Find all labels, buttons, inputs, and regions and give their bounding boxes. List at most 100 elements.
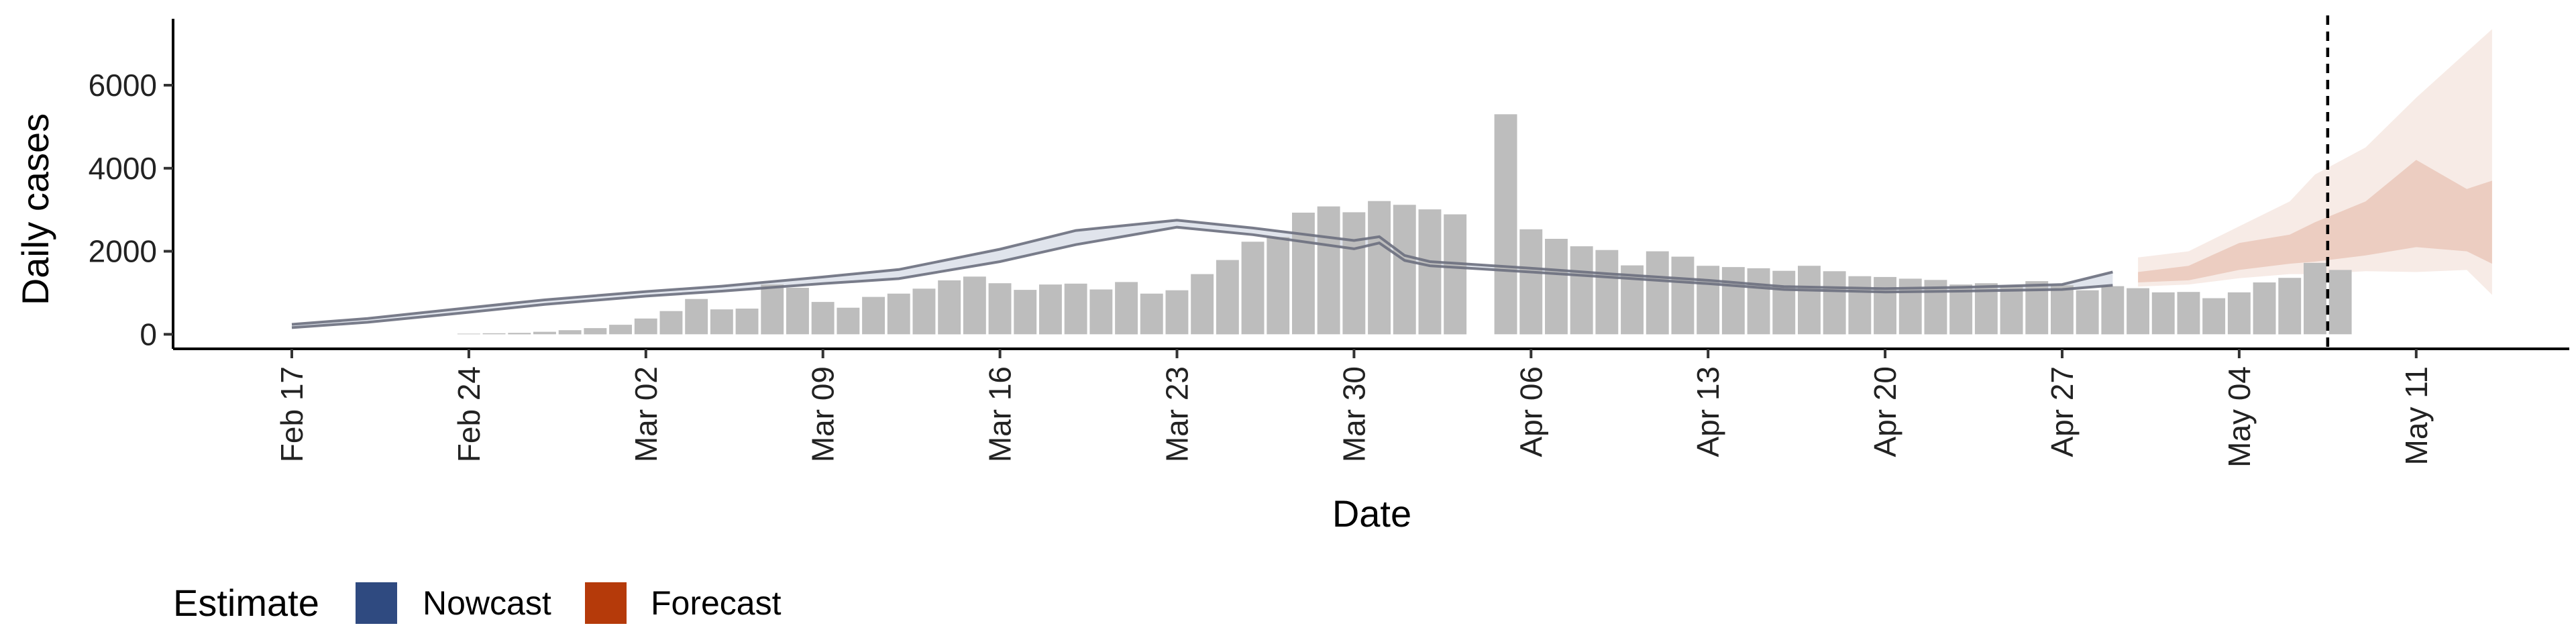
case-bar [887, 293, 910, 335]
case-bar [1191, 274, 1214, 335]
nowcast-lower-line [291, 225, 2113, 329]
case-bar [2051, 285, 2074, 335]
x-tick-label: Mar 30 [1336, 366, 1371, 462]
case-bar [2253, 282, 2276, 335]
y-tick-label: 0 [140, 317, 157, 352]
case-bar [862, 297, 885, 335]
case-bar [1368, 201, 1391, 335]
x-tick-label: Apr 13 [1690, 366, 1725, 458]
case-bar [1267, 237, 1290, 335]
case-bar [1823, 271, 1846, 335]
case-bar [2177, 292, 2200, 335]
case-bar [1418, 209, 1442, 335]
x-tick-label: May 04 [2222, 366, 2257, 468]
legend-key-forecast [585, 582, 627, 624]
case-bar [786, 288, 809, 335]
axes: 0 2000 4000 6000 Feb 17 Feb 24 Mar 02 Mar 09 Mar… [89, 19, 2569, 468]
x-tick-label: Mar 09 [806, 366, 841, 462]
case-bar [1216, 260, 1239, 335]
legend: Estimate Nowcast Forecast [173, 582, 782, 624]
case-bar [1949, 284, 1973, 335]
case-bar [1494, 114, 1517, 335]
case-bar [2000, 285, 2023, 335]
case-bar [685, 299, 708, 335]
x-tick-label: Mar 23 [1160, 366, 1195, 462]
case-bar [1039, 284, 1062, 335]
case-bar [1772, 270, 1796, 335]
x-tick-label: Apr 06 [1513, 366, 1548, 458]
case-bar [1545, 239, 1568, 335]
case-bar [1570, 246, 1593, 335]
case-bar [584, 328, 607, 335]
case-bar [988, 283, 1012, 335]
case-bar [2151, 292, 2175, 335]
case-bar [710, 309, 733, 335]
y-tick-label: 4000 [89, 151, 157, 186]
case-bar [735, 309, 759, 335]
case-bar [1342, 212, 1366, 335]
case-bar [1721, 267, 1745, 335]
case-bar [1115, 282, 1138, 335]
case-bar [2076, 290, 2099, 335]
x-tick-label: Apr 27 [2045, 366, 2080, 458]
case-bar [609, 325, 632, 335]
case-bar [1747, 268, 1770, 335]
case-bar [2202, 298, 2226, 335]
nowcast-curves [291, 219, 2113, 329]
x-axis-title: Date [1332, 492, 1411, 535]
case-bar [508, 333, 531, 335]
legend-title: Estimate [173, 582, 319, 624]
case-bar [1595, 250, 1619, 335]
case-bar [1646, 251, 1669, 335]
x-tick-label: Mar 16 [983, 366, 1018, 462]
case-bar [1014, 290, 1037, 335]
case-bar [2304, 262, 2326, 335]
legend-label-nowcast: Nowcast [423, 584, 551, 622]
case-bar [761, 284, 784, 335]
case-bar [1798, 266, 1821, 335]
case-bar [533, 331, 556, 335]
x-tick-label: Mar 02 [629, 366, 663, 462]
case-bar [1444, 214, 1467, 335]
case-bar [912, 288, 936, 335]
case-bar [2101, 286, 2125, 335]
legend-key-nowcast [356, 582, 397, 624]
x-tick-label: Feb 17 [274, 366, 309, 462]
case-bar [938, 280, 961, 335]
case-bar [1519, 229, 1543, 335]
case-bar [1671, 256, 1695, 335]
forecast-outer-band [2138, 29, 2492, 295]
case-bar [457, 333, 480, 335]
case-bar [2328, 270, 2352, 335]
x-tick-label: Apr 20 [1868, 366, 1902, 458]
case-bar [1165, 290, 1189, 335]
case-bar [2227, 292, 2251, 335]
case-bar [634, 318, 657, 335]
nowcast-upper-line [291, 219, 2113, 326]
case-bar [1089, 289, 1113, 335]
x-tick-label: Feb 24 [451, 366, 486, 462]
case-bar [837, 307, 860, 335]
case-bar [482, 333, 506, 335]
x-tick-label: May 11 [2399, 366, 2434, 465]
legend-label-forecast: Forecast [651, 584, 782, 622]
forecast-inner-band [2138, 160, 2492, 282]
case-bar [1140, 293, 1163, 335]
case-bar [1393, 205, 1416, 335]
case-bar [2127, 288, 2149, 335]
case-bar [1874, 276, 1896, 335]
case-bar [1697, 266, 1720, 335]
case-bar [1241, 241, 1265, 335]
case-bar [1848, 276, 1872, 335]
case-bar [2278, 278, 2302, 335]
forecast-ribbons [2138, 29, 2492, 295]
case-bar [811, 302, 835, 335]
case-bars [457, 114, 2352, 335]
case-bar [1317, 206, 1340, 335]
case-bar [558, 330, 582, 335]
y-tick-label: 2000 [89, 234, 157, 269]
case-bar [1292, 213, 1315, 335]
case-bar [963, 276, 986, 335]
case-bar [659, 311, 683, 335]
